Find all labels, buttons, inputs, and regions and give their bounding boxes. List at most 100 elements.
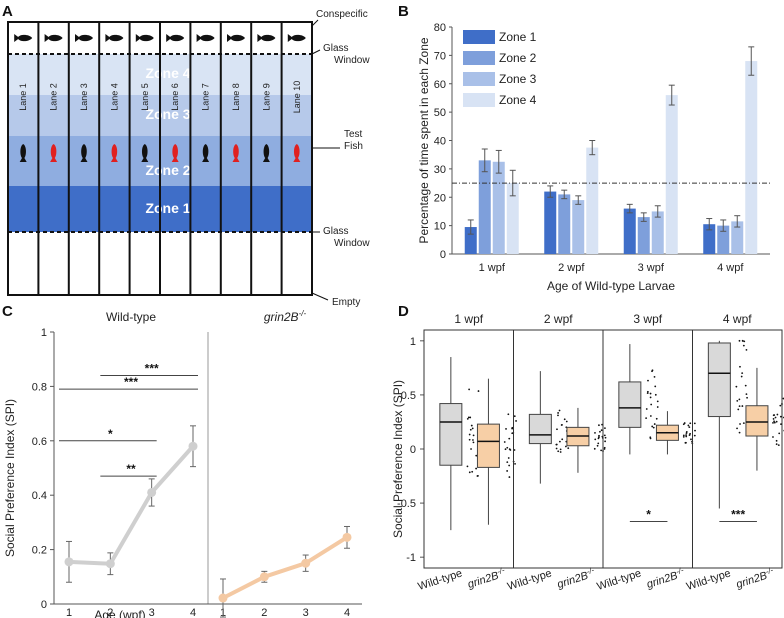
- panel-label-d: D: [398, 303, 409, 320]
- pointer-line: [311, 19, 319, 27]
- data-point: [597, 442, 600, 445]
- subplot-title: 1 wpf: [454, 312, 483, 326]
- data-point: [775, 420, 778, 423]
- x-tick-label: 3: [149, 607, 155, 618]
- data-point: [650, 403, 653, 406]
- subplot-frame: [513, 329, 604, 569]
- bar: [586, 147, 599, 254]
- data-point: [693, 422, 696, 425]
- bar: [506, 183, 519, 254]
- y-tick-label: 0.2: [32, 545, 47, 557]
- data-point: [682, 423, 685, 426]
- data-point: [467, 416, 470, 419]
- significance-marker: ***: [124, 375, 138, 389]
- x-group-label: grin2B-/-: [555, 565, 597, 591]
- data-point: [508, 476, 511, 478]
- spi-box-plots: 1 0.5 0 -0.5 -1 Social Preference Index (SPI)…: [391, 312, 784, 593]
- data-point: [469, 428, 472, 431]
- data-point: [604, 436, 607, 439]
- bar: [703, 224, 716, 254]
- data-point: [596, 444, 599, 447]
- data-point: [105, 559, 115, 569]
- test-fish-icon: [293, 144, 301, 162]
- lane-label: Lane 5: [140, 83, 150, 111]
- data-point: [475, 454, 478, 457]
- data-point: [508, 448, 511, 451]
- data-point: [342, 532, 352, 542]
- data-point: [604, 427, 606, 430]
- data-point: [597, 437, 600, 440]
- lane-label: Lane 7: [201, 83, 211, 111]
- bar: [717, 225, 730, 254]
- subplot-title: grin2B-/-: [264, 309, 307, 324]
- x-tick-label: 1 wpf: [479, 262, 506, 274]
- test-fish-icon: [80, 144, 88, 162]
- y-tick-label: 10: [434, 221, 446, 233]
- data-point: [603, 446, 606, 449]
- data-point: [513, 415, 516, 418]
- data-point: [654, 393, 657, 396]
- data-point: [775, 439, 778, 442]
- data-point: [739, 365, 741, 368]
- x-group-label: Wild-type: [595, 567, 642, 593]
- data-point: [746, 396, 748, 399]
- lane-label: Lane 10: [292, 81, 302, 114]
- test-fish-icon: [141, 144, 149, 162]
- y-tick-label: 1: [41, 327, 47, 339]
- data-point: [651, 370, 653, 373]
- data-point: [564, 445, 567, 448]
- bar: [558, 194, 571, 254]
- data-point: [466, 465, 469, 468]
- data-point: [503, 441, 506, 443]
- legend-label: Zone 1: [499, 30, 537, 44]
- legend-swatch: [463, 93, 495, 107]
- box: [476, 423, 500, 468]
- bar: [572, 200, 585, 254]
- subplot-title: 3 wpf: [633, 312, 662, 326]
- legend-swatch: [463, 30, 495, 44]
- legend-swatch: [463, 72, 495, 86]
- data-point: [649, 437, 652, 440]
- side-label-test-fish: Fish: [344, 141, 363, 152]
- x-tick-label: 4: [190, 607, 196, 618]
- lane-label: Lane 8: [231, 83, 241, 111]
- legend-label: Zone 4: [499, 93, 537, 107]
- data-point: [508, 464, 511, 467]
- bar: [651, 211, 664, 254]
- data-point: [567, 447, 570, 450]
- y-tick-label: 30: [434, 164, 446, 176]
- data-point: [738, 431, 741, 434]
- bar: [492, 161, 505, 254]
- test-fish-icon: [110, 144, 118, 162]
- data-point: [598, 434, 600, 437]
- data-point: [778, 432, 781, 435]
- data-point: [64, 557, 74, 567]
- box: [618, 381, 642, 428]
- data-point: [604, 440, 607, 443]
- significance-marker: **: [126, 462, 136, 476]
- data-point: [690, 438, 692, 441]
- data-point: [745, 393, 748, 396]
- data-point: [649, 396, 652, 399]
- conspecific-fish-icon: [196, 34, 215, 42]
- series-line: [68, 444, 195, 566]
- x-tick-label: 2: [107, 607, 113, 618]
- data-point: [647, 379, 649, 382]
- conspecific-fish-icon: [135, 34, 154, 42]
- pointer-line: [311, 49, 321, 55]
- data-point: [469, 416, 472, 419]
- data-point: [555, 447, 558, 450]
- side-label-empty: Empty: [332, 297, 360, 308]
- data-point: [504, 448, 507, 451]
- data-point: [472, 441, 475, 444]
- side-label-glass: Glass: [323, 43, 349, 54]
- data-point: [772, 418, 775, 420]
- data-point: [468, 471, 471, 474]
- x-group-label: Wild-type: [506, 567, 553, 593]
- data-point: [738, 398, 741, 401]
- data-point: [689, 432, 691, 435]
- data-point: [563, 418, 566, 421]
- lane-label: Lane 2: [49, 83, 59, 111]
- box: [439, 403, 463, 466]
- x-tick-label: 1: [66, 607, 72, 618]
